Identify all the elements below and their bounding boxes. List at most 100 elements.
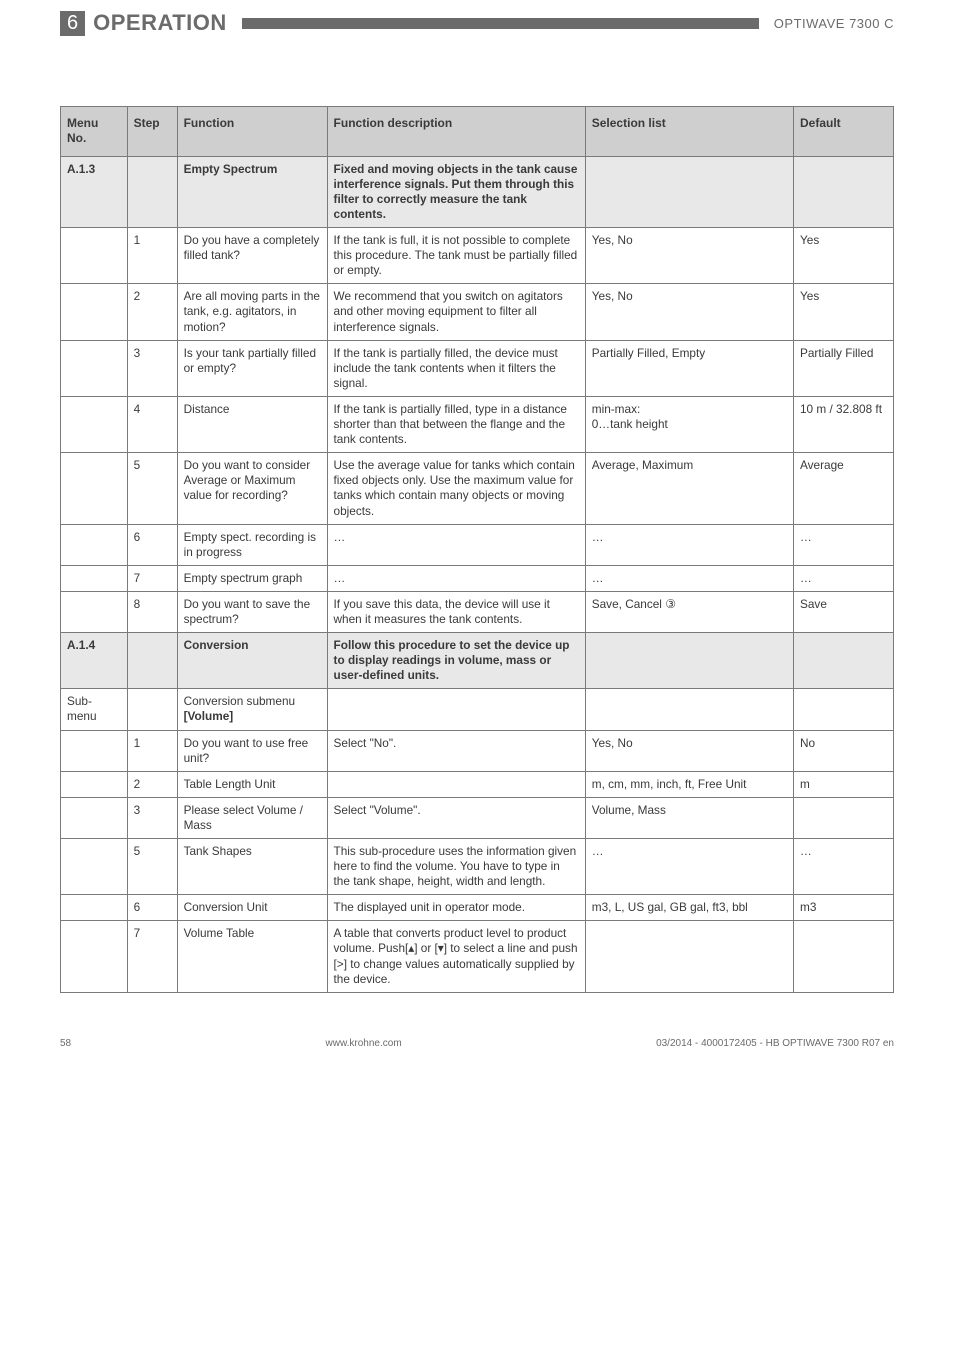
cell-desc: If the tank is partially filled, type in… [327,396,585,452]
table-row: 6Empty spect. recording is in progress……… [61,524,894,565]
cell-func: Conversion Unit [177,895,327,921]
cell-step: 6 [127,524,177,565]
cell-step: 2 [127,284,177,340]
page-number: 58 [60,1038,71,1049]
cell-menu [61,839,128,895]
cell-step: 8 [127,591,177,632]
table-row: 7Empty spectrum graph……… [61,565,894,591]
cell-def: … [794,565,894,591]
page-header: 6 OPERATION OPTIWAVE 7300 C [60,0,894,36]
cell-func: Do you want to consider Average or Maxim… [177,453,327,524]
cell-menu: Sub-menu [61,689,128,730]
header-left: 6 OPERATION [60,10,227,36]
cell-sel: Volume, Mass [585,797,793,838]
cell-def: Average [794,453,894,524]
table-row: 5Do you want to consider Average or Maxi… [61,453,894,524]
cell-menu [61,453,128,524]
cell-desc: Follow this procedure to set the device … [327,633,585,689]
cell-desc: If the tank is full, it is not possible … [327,228,585,284]
cell-desc: If the tank is partially filled, the dev… [327,340,585,396]
cell-sel: … [585,565,793,591]
cell-sel: Yes, No [585,730,793,771]
cell-func: Conversion submenu [Volume] [177,689,327,730]
cell-step: 3 [127,797,177,838]
cell-desc: This sub-procedure uses the information … [327,839,585,895]
cell-def: … [794,524,894,565]
cell-sel: m3, L, US gal, GB gal, ft3, bbl [585,895,793,921]
cell-func: Empty spect. recording is in progress [177,524,327,565]
cell-desc: Use the average value for tanks which co… [327,453,585,524]
cell-def: Partially Filled [794,340,894,396]
col-function: Function [177,107,327,157]
cell-step [127,689,177,730]
cell-def [794,633,894,689]
cell-menu [61,771,128,797]
cell-def: m3 [794,895,894,921]
cell-menu [61,797,128,838]
cell-sel [585,633,793,689]
table-row: 7Volume TableA table that converts produ… [61,921,894,992]
cell-desc [327,771,585,797]
cell-step: 7 [127,921,177,992]
cell-func: Do you want to save the spectrum? [177,591,327,632]
cell-def: … [794,839,894,895]
cell-desc: We recommend that you switch on agitator… [327,284,585,340]
product-name: OPTIWAVE 7300 C [774,16,894,31]
cell-sel: Save, Cancel ③ [585,591,793,632]
table-row: Sub-menu Conversion submenu [Volume] [61,689,894,730]
cell-step: 1 [127,228,177,284]
table-row: A.1.3Empty SpectrumFixed and moving obje… [61,156,894,227]
cell-sel: Partially Filled, Empty [585,340,793,396]
table-row: 8Do you want to save the spectrum?If you… [61,591,894,632]
cell-def [794,921,894,992]
page-footer: 58 www.krohne.com 03/2014 - 4000172405 -… [60,1038,894,1049]
table-row: 2Are all moving parts in the tank, e.g. … [61,284,894,340]
cell-menu [61,565,128,591]
cell-step: 5 [127,453,177,524]
table-row: 3Is your tank partially filled or empty?… [61,340,894,396]
operation-table: Menu No. Step Function Function descript… [60,106,894,993]
table-row: 6Conversion UnitThe displayed unit in op… [61,895,894,921]
cell-sel [585,156,793,227]
cell-def: Save [794,591,894,632]
cell-sel [585,921,793,992]
cell-step: 6 [127,895,177,921]
cell-desc: Select "No". [327,730,585,771]
table-row: A.1.4ConversionFollow this procedure to … [61,633,894,689]
cell-func: Tank Shapes [177,839,327,895]
col-default: Default [794,107,894,157]
cell-func: Conversion [177,633,327,689]
cell-sel: … [585,839,793,895]
cell-sel: m, cm, mm, inch, ft, Free Unit [585,771,793,797]
cell-step: 2 [127,771,177,797]
cell-def: Yes [794,228,894,284]
col-menu: Menu No. [61,107,128,157]
cell-def: Yes [794,284,894,340]
cell-def: m [794,771,894,797]
table-row: 1Do you have a completely filled tank?If… [61,228,894,284]
cell-menu [61,921,128,992]
cell-func: Are all moving parts in the tank, e.g. a… [177,284,327,340]
cell-sel: Average, Maximum [585,453,793,524]
col-selection: Selection list [585,107,793,157]
cell-step: 1 [127,730,177,771]
cell-desc: If you save this data, the device will u… [327,591,585,632]
cell-menu [61,396,128,452]
col-description: Function description [327,107,585,157]
cell-sel [585,689,793,730]
cell-desc: The displayed unit in operator mode. [327,895,585,921]
cell-sel: Yes, No [585,228,793,284]
cell-step: 5 [127,839,177,895]
cell-step: 3 [127,340,177,396]
table-row: 4DistanceIf the tank is partially filled… [61,396,894,452]
cell-func: Please select Volume / Mass [177,797,327,838]
cell-def: 10 m / 32.808 ft [794,396,894,452]
cell-def [794,156,894,227]
cell-func: Is your tank partially filled or empty? [177,340,327,396]
cell-menu [61,284,128,340]
cell-desc: Fixed and moving objects in the tank cau… [327,156,585,227]
cell-desc: … [327,524,585,565]
cell-step [127,156,177,227]
cell-menu [61,228,128,284]
cell-desc: A table that converts product level to p… [327,921,585,992]
